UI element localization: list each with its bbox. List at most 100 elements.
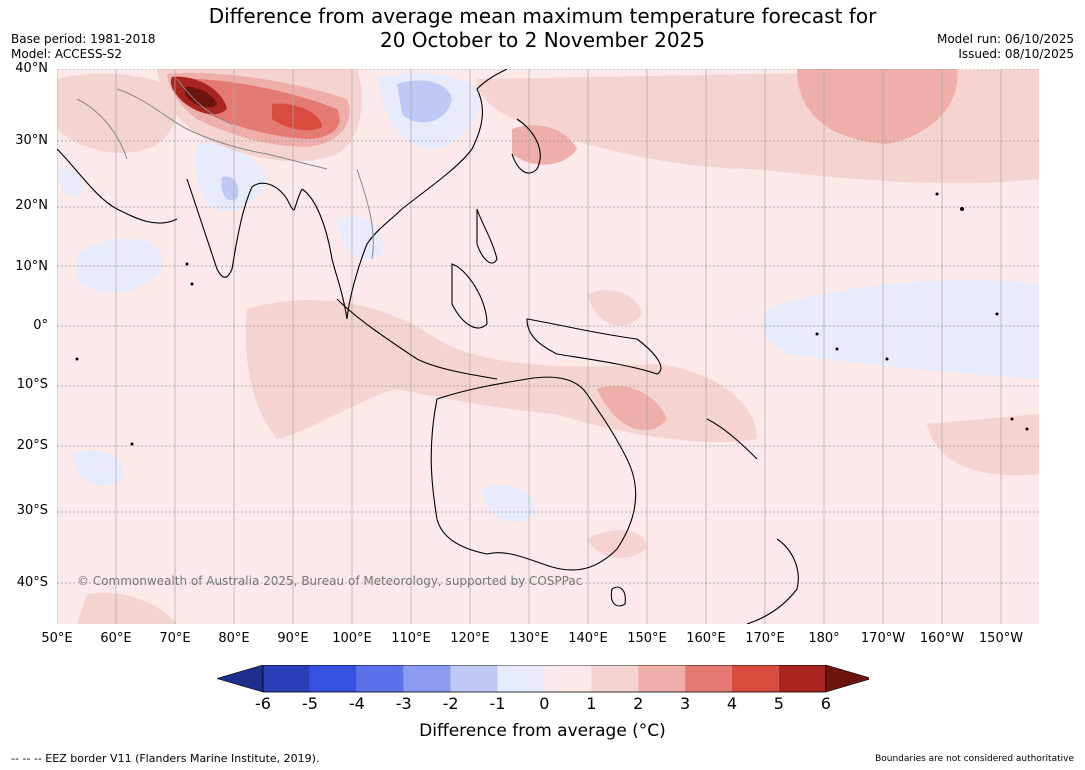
- colorbar-tick-label: -6: [255, 694, 271, 713]
- lon-label-110e: 110°E: [391, 631, 431, 646]
- cool-region-indochina: [337, 216, 383, 260]
- cool-region-west: [57, 167, 83, 196]
- warm-core-tibet-east: [272, 103, 322, 131]
- cool-region-inland-australia: [482, 485, 536, 522]
- base-period: Base period: 1981-2018: [11, 32, 156, 46]
- colorbar-tick-label: -1: [489, 694, 506, 713]
- cool-region-south-indian: [72, 450, 123, 486]
- model-name: Model: ACCESS-S2: [11, 47, 123, 61]
- coast-india: [186, 178, 303, 278]
- colorbar-tick-label: 0: [539, 694, 550, 713]
- colorbar-cell: [450, 665, 498, 692]
- warm-region-se-australia: [587, 530, 647, 558]
- lat-label-10s: 10°S: [16, 377, 48, 392]
- colorbar-tick-label: -4: [348, 694, 365, 713]
- coast-arabia-iran: [57, 148, 178, 224]
- coast-japan-korea: [511, 118, 541, 174]
- lat-label-30n: 30°N: [15, 133, 48, 148]
- lon-label-160e: 160°E: [686, 631, 726, 646]
- coast-indochina-malaysia: [301, 188, 403, 320]
- coast-china: [401, 69, 508, 210]
- coast-australia: [430, 376, 637, 571]
- coast-new-guinea: [526, 318, 662, 375]
- cool-region-arabian-sea: [77, 238, 163, 293]
- colorbar-tick-label: -2: [442, 694, 459, 713]
- colorbar-tick-label: -3: [395, 694, 412, 713]
- coast-sumatra-java: [336, 298, 498, 380]
- coast-philippines: [476, 208, 498, 264]
- colorbar-cell: [309, 665, 357, 692]
- lat-label-20n: 20°N: [15, 198, 48, 213]
- colorbar-cell: [263, 665, 310, 692]
- colorbar-cell: [403, 665, 451, 692]
- colorbar-cell: [544, 665, 592, 692]
- coast-borneo: [451, 263, 488, 329]
- colorbar-cell: [732, 665, 779, 692]
- colorbar-cells: [217, 665, 869, 693]
- lat-label-equator: 0°: [33, 318, 48, 333]
- colorbar-cell: [356, 665, 404, 692]
- warm-region-south-pacific: [927, 414, 1039, 476]
- lon-label-180: 180°: [808, 631, 840, 646]
- issued-date: Issued: 08/10/2025: [958, 47, 1074, 61]
- colorbar: [217, 665, 869, 693]
- coast-new-zealand: [746, 538, 799, 624]
- warm-core-japan: [512, 125, 577, 165]
- lon-label-80e: 80°E: [218, 631, 250, 646]
- lon-label-150w: 150°W: [978, 631, 1024, 646]
- lon-label-90e: 90°E: [277, 631, 309, 646]
- colorbar-cell: [591, 665, 639, 692]
- meta-right: Model run: 06/10/2025 Issued: 08/10/2025: [937, 32, 1074, 62]
- map-title: Difference from average mean maximum tem…: [0, 4, 1085, 52]
- warm-peak-tibet: [185, 86, 217, 108]
- warm-core-coral-sea: [597, 385, 667, 431]
- lon-label-160w: 160°W: [919, 631, 965, 646]
- lon-label-50e: 50°E: [41, 631, 73, 646]
- copyright-notice: © Commonwealth of Australia 2025, Bureau…: [77, 574, 583, 588]
- colorbar-tick-label: 2: [633, 694, 644, 713]
- colorbar-cell: [497, 665, 545, 692]
- warm-region-png-north: [587, 290, 642, 326]
- lon-label-60e: 60°E: [100, 631, 132, 646]
- warm-region-west-asia: [57, 73, 178, 153]
- lat-label-20s: 20°S: [16, 438, 48, 453]
- colorbar-cell: [638, 665, 686, 692]
- coastlines: [57, 69, 799, 624]
- colorbar-outline: [262, 665, 827, 693]
- map-svg[interactable]: [57, 69, 1039, 624]
- title-line-1: Difference from average mean maximum tem…: [208, 4, 877, 28]
- small-islands: [75, 192, 1029, 446]
- lon-label-170w: 170°W: [860, 631, 906, 646]
- colorbar-tick-label: -5: [301, 694, 318, 713]
- title-line-2: 20 October to 2 November 2025: [379, 28, 706, 52]
- colorbar-extend-low: [217, 665, 264, 693]
- colorbar-tick-label: 6: [820, 694, 831, 713]
- lat-label-30s: 30°S: [16, 503, 48, 518]
- country-borders: [76, 78, 374, 260]
- meta-left: Base period: 1981-2018 Model: ACCESS-S2: [11, 32, 156, 62]
- colorbar-cell: [685, 665, 732, 692]
- colorbar-tick-label: 5: [773, 694, 784, 713]
- lon-label-140e: 140°E: [568, 631, 608, 646]
- lon-label-130e: 130°E: [509, 631, 549, 646]
- colorbar-extend-high: [825, 665, 869, 693]
- eez-legend: -- -- -- EEZ border V11 (Flanders Marine…: [11, 752, 320, 765]
- colorbar-tick-label: 4: [726, 694, 738, 713]
- map-panel[interactable]: © Commonwealth of Australia 2025, Bureau…: [57, 69, 1039, 624]
- lon-label-150e: 150°E: [627, 631, 667, 646]
- lat-label-40s: 40°S: [16, 575, 48, 590]
- lon-label-120e: 120°E: [450, 631, 490, 646]
- colorbar-cell: [778, 665, 826, 692]
- warm-region-southern-ocean: [77, 592, 177, 624]
- lon-label-100e: 100°E: [332, 631, 372, 646]
- warm-core-north-pacific: [797, 69, 958, 144]
- cool-region-central-pacific: [762, 280, 1039, 379]
- lat-label-10n: 10°N: [15, 259, 48, 274]
- lat-label-40n: 40°N: [15, 61, 48, 76]
- coast-vanuatu-fiji: [706, 418, 758, 460]
- lon-label-70e: 70°E: [159, 631, 191, 646]
- coast-tasmania: [610, 586, 626, 607]
- colorbar-title: Difference from average (°C): [419, 721, 666, 741]
- colorbar-tick-label: 3: [680, 694, 691, 713]
- boundary-disclaimer: Boundaries are not considered authoritat…: [875, 754, 1074, 764]
